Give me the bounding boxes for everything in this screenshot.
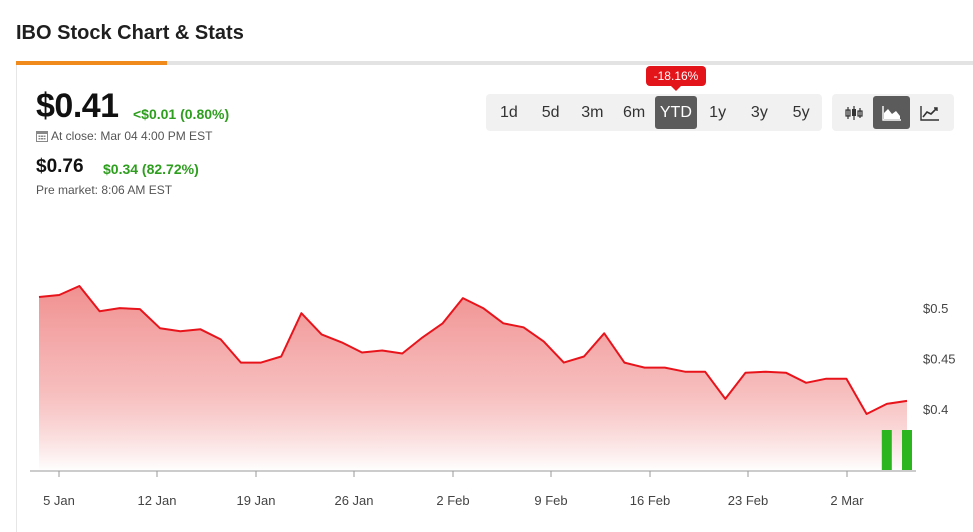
area-chart-icon [881,105,901,121]
range-5y-button[interactable]: 5y [792,103,810,121]
x-tick-label: 12 Jan [137,493,176,508]
price-change: <$0.01 (0.80%) [133,106,230,122]
range-ytd-button[interactable]: YTD [655,96,697,129]
pre-market-price: $0.76 [36,156,84,177]
price-line [38,285,908,415]
range-selector: 1d 5d 3m 6m YTD 1y 3y 5y [486,94,822,131]
current-price: $0.41 [36,87,119,125]
x-tick-label: 5 Jan [43,493,75,508]
ytd-badge-pointer [671,86,681,91]
range-1d-button[interactable]: 1d [499,103,518,121]
ytd-change-badge: -18.16% [646,66,706,86]
x-tick-label: 2 Feb [436,493,469,508]
line-chart-button[interactable] [911,96,948,129]
close-time-row: At close: Mar 04 4:00 PM EST [36,129,212,143]
x-tick-label: 16 Feb [630,493,670,508]
x-tick-label: 2 Mar [830,493,864,508]
y-tick-label: $0.4 [923,402,948,417]
range-3y-button[interactable]: 3y [750,103,768,121]
pre-market-time: Pre market: 8:06 AM EST [36,183,173,197]
x-tick-label: 26 Jan [334,493,373,508]
title-underline-accent [16,61,167,65]
y-tick-label: $0.45 [923,352,956,367]
range-5d-button[interactable]: 5d [541,103,560,121]
x-tick-label: 9 Feb [534,493,567,508]
card-border [16,65,17,532]
pre-market-change: $0.34 (82.72%) [103,161,199,177]
volume-bar [902,430,912,470]
calendar-icon [36,131,48,142]
candlestick-button[interactable] [835,96,872,129]
volume-bar [881,430,892,470]
x-tick-label: 23 Feb [728,493,768,508]
price-area-fill [39,286,907,471]
candlestick-icon [844,105,863,120]
title-underline [16,61,973,65]
page-title: IBO Stock Chart & Stats [16,22,244,44]
chart-type-selector [832,94,954,131]
line-chart-icon [919,105,939,121]
area-chart-button[interactable] [873,96,910,129]
range-1y-button[interactable]: 1y [709,103,727,121]
range-6m-button[interactable]: 6m [623,103,646,121]
range-3m-button[interactable]: 3m [581,103,604,121]
x-tick-label: 19 Jan [236,493,275,508]
close-time-label: At close: Mar 04 4:00 PM EST [51,129,213,143]
y-tick-label: $0.5 [923,301,948,316]
